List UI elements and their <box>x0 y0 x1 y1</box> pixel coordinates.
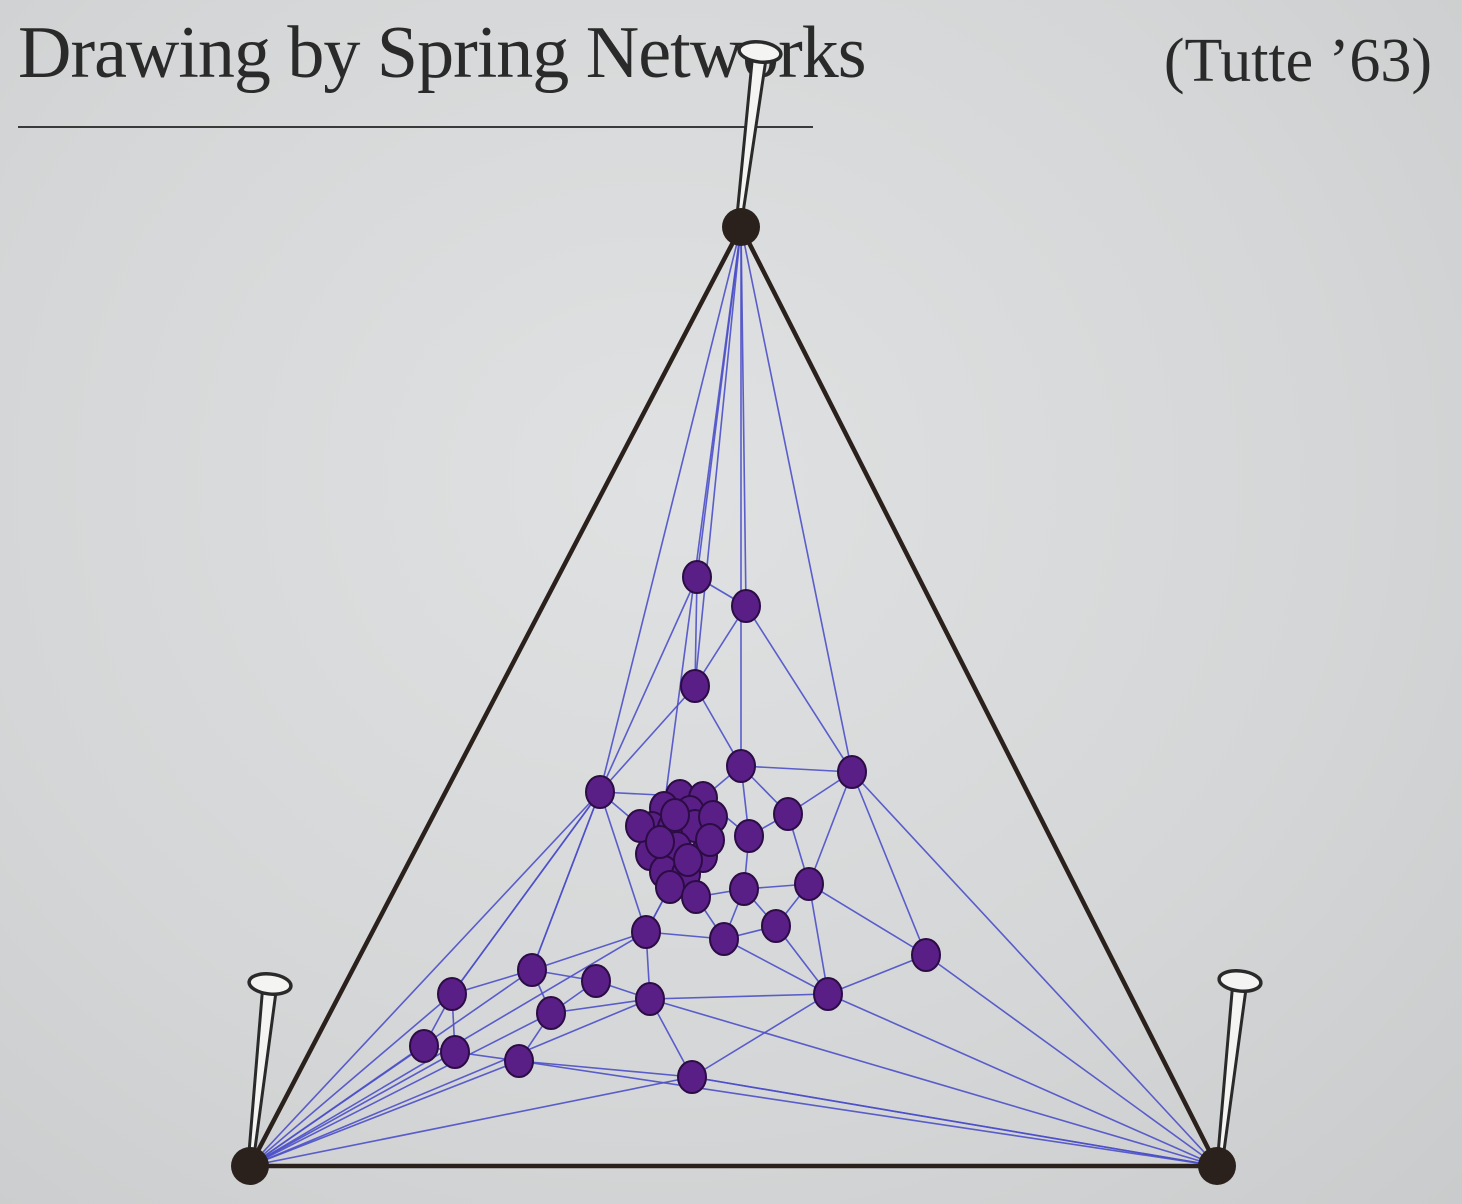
spring-edge <box>518 1060 693 1078</box>
graph-vertex <box>635 982 665 1016</box>
graph-vertex <box>794 867 824 901</box>
graph-vertex <box>682 560 712 594</box>
pinned-vertex <box>722 208 760 246</box>
spring-edge <box>249 1060 520 1167</box>
spring-edge <box>550 998 651 1014</box>
slide-title: Drawing by Spring Networks <box>18 12 867 94</box>
spring-edge <box>663 226 742 809</box>
spring-edge <box>808 883 829 995</box>
nail-icon <box>1216 969 1263 1154</box>
spring-edge <box>249 998 651 1167</box>
graph-vertex <box>585 775 615 809</box>
graph-vertex <box>677 1060 707 1094</box>
pinned-vertex <box>1198 1147 1236 1185</box>
outer-edge <box>247 224 744 1169</box>
graph-vertex <box>645 825 675 859</box>
spring-edge <box>649 998 1218 1167</box>
spring-edge <box>925 954 1218 1167</box>
spring-edge <box>808 771 853 885</box>
graph-vertex <box>504 1044 534 1078</box>
graph-vertex <box>631 915 661 949</box>
spring-edge <box>249 1076 693 1167</box>
spring-edge <box>827 954 927 995</box>
title-underline <box>18 126 813 128</box>
spring-edge <box>723 938 829 995</box>
spring-edge <box>599 685 696 793</box>
spring-edge <box>249 1012 552 1167</box>
graph-vertex <box>773 797 803 831</box>
citation: (Tutte ’63) <box>1163 27 1432 95</box>
spring-edge <box>694 226 742 687</box>
graph-vertex <box>695 823 725 857</box>
graph-vertex <box>761 909 791 943</box>
spring-edges <box>249 226 1218 1167</box>
spring-edge <box>851 771 1218 1167</box>
spring-edge <box>851 771 927 956</box>
spring-edge <box>599 791 647 933</box>
graph-vertex <box>911 938 941 972</box>
nail-icon <box>735 39 783 217</box>
graph-vertex <box>726 749 756 783</box>
spring-edge <box>740 226 747 607</box>
graph-vertex <box>681 880 711 914</box>
outer-edge <box>738 224 1220 1169</box>
spring-edge <box>599 226 742 793</box>
nail-head <box>1217 969 1263 993</box>
spring-edge <box>249 1051 456 1167</box>
outer-triangle <box>247 224 1220 1169</box>
graph-vertex <box>709 922 739 956</box>
graph-vertex <box>437 977 467 1011</box>
graph-vertex <box>581 964 611 998</box>
spring-edge <box>451 791 601 995</box>
graph-vertex <box>517 953 547 987</box>
spring-edge <box>827 993 1218 1167</box>
graph-vertex <box>660 798 690 832</box>
graph-vertex <box>440 1035 470 1069</box>
free-vertices <box>409 560 941 1094</box>
spring-edge <box>531 791 601 971</box>
nails <box>247 39 1263 1154</box>
spring-edge <box>740 765 853 773</box>
nail-head <box>737 39 783 65</box>
spring-edge <box>249 969 533 1167</box>
spring-edge <box>249 993 453 1167</box>
graph-vertex <box>813 977 843 1011</box>
pinned-vertex <box>231 1147 269 1185</box>
spring-edge <box>649 993 829 1000</box>
spring-edge <box>691 993 829 1078</box>
graph-vertex <box>409 1029 439 1063</box>
spring-edge <box>808 883 927 956</box>
spring-edge <box>518 1060 1218 1167</box>
pinned-vertices <box>231 208 1236 1185</box>
spring-edge <box>599 576 698 793</box>
graph-vertex <box>536 996 566 1030</box>
spring-edge <box>531 931 647 971</box>
spring-edge <box>249 791 601 1167</box>
graph-vertex <box>731 589 761 623</box>
graph-vertex <box>837 755 867 789</box>
spring-edge <box>691 1076 1218 1167</box>
spring-edge <box>694 576 698 687</box>
graph-vertex <box>673 843 703 877</box>
nail-head <box>247 972 293 996</box>
nail-shaft <box>735 49 769 217</box>
nail-shaft <box>1216 978 1249 1154</box>
spring-edge <box>740 226 853 773</box>
graph-vertex <box>734 819 764 853</box>
graph-vertex <box>729 872 759 906</box>
spring-edge <box>745 605 853 773</box>
graph-vertex <box>680 669 710 703</box>
graph-vertex <box>655 870 685 904</box>
